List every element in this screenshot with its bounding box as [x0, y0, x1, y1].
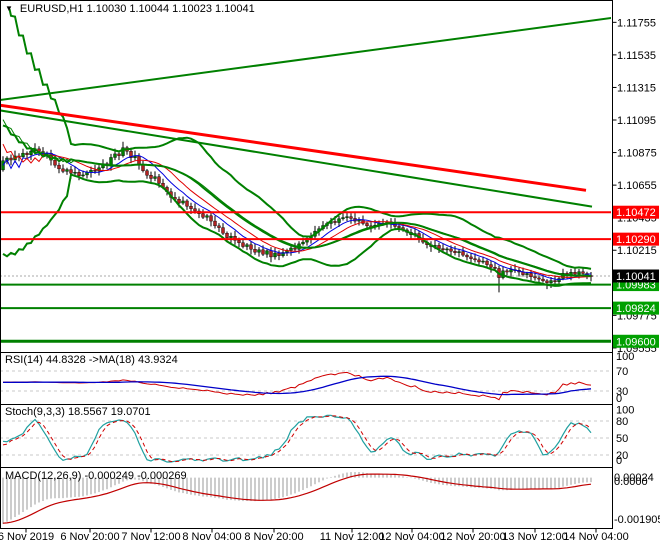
ma-13-line — [2, 143, 592, 278]
macd-axis-label: 0.00024 — [614, 472, 654, 484]
stoch-axis-label: 80 — [616, 416, 628, 428]
stoch-d-line — [2, 415, 592, 463]
time-axis-label: 7 Nov 12:00 — [121, 531, 181, 543]
rsi-axis-label: 100 — [616, 351, 634, 363]
macd-axis-label: -0.001905 — [614, 514, 660, 526]
rsi-panel — [1, 370, 611, 401]
price-badge-1.09600: 1.09600 — [613, 334, 659, 348]
rsi-axis-label: 30 — [616, 386, 628, 398]
rsi-axis-label: 70 — [616, 366, 628, 378]
bollinger-middle-band — [2, 124, 592, 277]
price-badge-1.10041: 1.10041 — [613, 269, 659, 283]
time-axis-label: 8 Nov 20:00 — [244, 531, 304, 543]
plot-frame — [0, 0, 613, 529]
stoch-axis-label: 100 — [616, 405, 634, 417]
falling-red-trendline[interactable] — [0, 103, 587, 192]
stoch-axis-label: 50 — [616, 433, 628, 445]
price-tick-label: 1.11315 — [617, 82, 656, 94]
svg-text:1.10041: 1.10041 — [616, 271, 656, 283]
time-axis-label: 8 Nov 04:00 — [182, 531, 242, 543]
price-tick-label: 1.11535 — [617, 50, 656, 62]
svg-text:1.09983: 1.09983 — [616, 280, 656, 292]
macd-histogram — [2, 472, 592, 524]
ma-21-line — [2, 119, 592, 277]
falling-green-trendline[interactable] — [0, 109, 593, 208]
svg-text:1.10472: 1.10472 — [616, 207, 656, 219]
main-plot[interactable] — [0, 0, 613, 343]
bollinger-upper-band — [8, 9, 592, 270]
time-axis: 6 Nov 2019 6 Nov 20:00 7 Nov 12:00 8 Nov 04… — [0, 531, 660, 547]
rsi-indicator-label: RSI(14) 44.8328 ->MA(18) 43.9324 — [5, 354, 178, 366]
price-badge-1.10472: 1.10472 — [613, 205, 659, 219]
rising-green-trendline[interactable] — [0, 17, 612, 101]
time-axis-label: 14 Nov 04:00 — [563, 531, 629, 543]
price-badge-1.09824: 1.09824 — [613, 301, 659, 315]
stoch-panel — [1, 414, 611, 463]
stoch-k-line — [2, 414, 592, 463]
time-axis-label: 12 Nov 04:00 — [379, 531, 445, 543]
price-badge-1.10290: 1.10290 — [613, 232, 659, 246]
time-axis-label: 11 Nov 12:00 — [319, 531, 385, 543]
price-tick-label: 1.11755 — [617, 17, 656, 29]
svg-text:1.09824: 1.09824 — [616, 303, 656, 315]
macd-indicator-label: MACD(12,26,9) -0.000249 -0.000269 — [5, 470, 187, 482]
svg-text:1.10290: 1.10290 — [616, 234, 656, 246]
price-tick-label: 1.10875 — [617, 148, 657, 160]
rsi-ma-line — [2, 375, 592, 396]
price-tick-label: 1.10215 — [617, 245, 657, 257]
macd-axis-label: 0.0000 — [614, 476, 648, 488]
macd-panel — [2, 472, 592, 524]
time-axis-label: 6 Nov 20:00 — [60, 531, 120, 543]
rsi-axis-label: 0 — [616, 393, 622, 405]
macd-signal-line — [2, 473, 592, 524]
stoch-axis-label: 0 — [616, 455, 622, 467]
price-tick-label: 1.10655 — [617, 180, 657, 192]
candles — [1, 141, 593, 293]
price-tick-label: 1.11095 — [617, 115, 656, 127]
rsi-line — [3, 371, 592, 401]
time-axis-label: 12 Nov 20:00 — [440, 531, 506, 543]
price-axis: 1.11755 1.11535 1.11315 1.11095 1.10875 1.106… — [612, 17, 660, 526]
time-axis-label: 6 Nov 2019 — [0, 531, 55, 543]
time-axis-label: 13 Nov 12:00 — [502, 531, 568, 543]
bollinger-lower-band — [2, 173, 592, 287]
symbol-ohlc-title: EURUSD,H1 1.10030 1.10044 1.10023 1.1004… — [19, 3, 255, 15]
title-bar: ▼ EURUSD,H1 1.10030 1.10044 1.10023 1.100… — [5, 3, 255, 15]
stoch-indicator-label: Stoch(9,3,3) 18.5567 19.0701 — [5, 406, 151, 418]
svg-text:1.09600: 1.09600 — [616, 336, 656, 348]
stoch-axis-label: 20 — [616, 450, 628, 462]
collapse-chart-icon[interactable]: ▼ — [5, 4, 13, 13]
